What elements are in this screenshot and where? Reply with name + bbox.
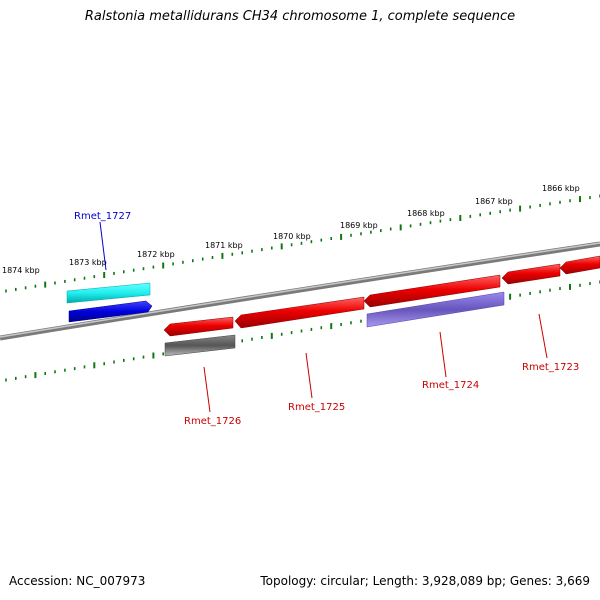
gene-label-rmet-1724[interactable]: Rmet_1724 [422,380,479,391]
kbp-scale-labels: 1874 kbp 1873 kbp 1872 kbp 1871 kbp 1870 kbp… [2,184,580,275]
kbp-tick-label: 1874 kbp [2,266,40,275]
genome-summary-text: Topology: circular; Length: 3,928,089 bp… [260,574,590,588]
rmet-1724-leader-line [439,331,447,378]
rmet-1726-leader-line [203,366,211,413]
rmet-1725-cds-feature[interactable] [234,296,365,329]
kbp-tick-label: 1869 kbp [340,221,378,230]
rmet-1726-cds-feature[interactable] [163,316,234,337]
kbp-tick-label: 1870 kbp [273,232,311,241]
kbp-tick-label: 1871 kbp [205,241,243,250]
rmet-1726-misc-feature[interactable] [164,334,236,357]
rmet-1727-gene-feature[interactable] [68,300,153,323]
gene-label-rmet-1726[interactable]: Rmet_1726 [184,416,241,427]
outer-tick-ring [5,194,600,293]
rmet-next-cds-feature[interactable] [559,255,600,275]
kbp-tick-label: 1868 kbp [407,209,445,218]
rmet-1723-cds-feature[interactable] [501,263,561,285]
kbp-tick-label: 1872 kbp [137,250,175,259]
gene-label-rmet-1725[interactable]: Rmet_1725 [288,402,345,413]
chromosome-backbone [0,241,600,341]
gene-label-rmet-1723[interactable]: Rmet_1723 [522,362,579,373]
map-title: Ralstonia metallidurans CH34 chromosome … [84,9,516,24]
kbp-tick-label: 1867 kbp [475,197,513,206]
gene-label-rmet-1727[interactable]: Rmet_1727 [74,211,131,222]
kbp-tick-label: 1873 kbp [69,258,107,267]
rmet-1725-leader-line [305,352,313,399]
rmet-1724-misc-feature[interactable] [366,291,505,328]
rmet-1724-cds-feature[interactable] [363,274,501,308]
rmet-1723-leader-line [538,313,548,359]
accession-text: Accession: NC_007973 [9,574,146,588]
rmet-1727-leader-line [99,221,107,271]
kbp-tick-label: 1866 kbp [542,184,580,193]
chromosome-backbone-highlight [0,242,600,338]
rmet-1727-rna-feature[interactable] [66,282,151,304]
